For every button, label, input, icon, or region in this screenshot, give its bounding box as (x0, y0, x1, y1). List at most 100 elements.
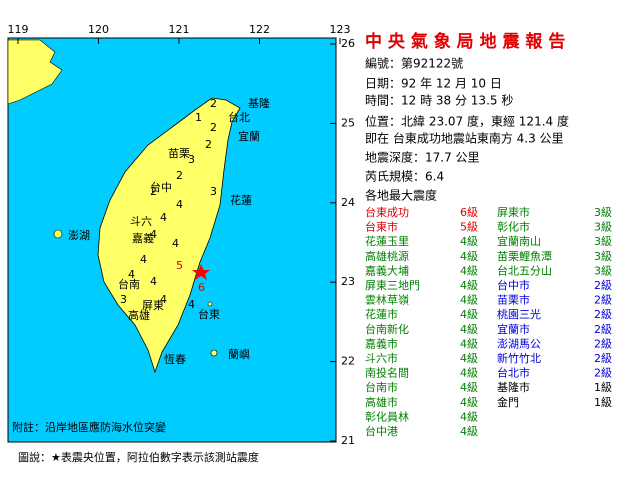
lon-tick-label: 121 (169, 23, 190, 36)
station-name: 澎湖馬公 (497, 337, 541, 350)
place-label: 恆春 (164, 352, 186, 366)
taiwan-island (97, 97, 241, 374)
station-name: 嘉義市 (365, 336, 398, 350)
station-name: 台中港 (365, 424, 398, 438)
station-name: 彰化市 (497, 220, 530, 234)
station-intensity: 4 (150, 275, 157, 288)
report-line: 時間：12 時 38 分 13.5 秒 (365, 94, 513, 108)
lon-tick-label: 120 (88, 23, 109, 36)
station-intensity: 5 (176, 259, 183, 272)
report-line: 即在 台東成功地震站東南方 4.3 公里 (365, 131, 564, 146)
place-label: 屏東 (142, 299, 164, 312)
station-level: 4級 (460, 294, 478, 307)
station-level: 3級 (594, 206, 612, 219)
report-line: 地震深度：17.7 公里 (365, 150, 480, 165)
station-intensity: 4 (140, 253, 147, 266)
station-name: 彰化員林 (365, 409, 409, 423)
station-intensity: 3 (188, 153, 195, 166)
station-level: 4級 (460, 337, 478, 350)
station-intensity: 4 (176, 198, 183, 211)
station-name: 台南市 (365, 380, 398, 394)
penghu-island (53, 229, 63, 239)
station-level: 5級 (460, 221, 478, 234)
lon-tick-label: 119 (8, 23, 29, 36)
station-level: 3級 (594, 221, 612, 234)
station-intensity: 4 (172, 237, 179, 250)
station-level: 4級 (460, 396, 478, 409)
station-name: 嘉義大埔 (365, 263, 409, 277)
place-label: 基隆 (248, 96, 270, 110)
station-intensity: 4 (188, 298, 195, 311)
station-name: 台東成功 (365, 205, 409, 219)
lat-tick-label: 23 (341, 275, 355, 288)
station-level: 4級 (460, 410, 478, 423)
station-name: 高雄桃源 (365, 249, 409, 263)
station-level: 1級 (594, 396, 612, 409)
station-intensity: 2 (205, 138, 212, 151)
station-level: 2級 (594, 367, 612, 380)
lat-tick-label: 25 (341, 116, 355, 129)
station-level: 2級 (594, 279, 612, 292)
report-line: 日期：92 年 12 月 10 日 (365, 77, 502, 91)
lanyu-island (210, 349, 218, 357)
station-intensity: 2 (176, 169, 183, 182)
station-name: 屏東市 (497, 205, 530, 219)
lon-tick-label: 122 (249, 23, 270, 36)
station-name: 高雄市 (365, 395, 398, 409)
station-level: 1級 (594, 381, 612, 394)
station-name: 桃園三光 (497, 307, 541, 321)
place-label: 澎湖 (68, 229, 90, 242)
station-intensity: 3 (120, 293, 127, 306)
lat-tick-label: 26 (341, 37, 355, 50)
place-label: 宜蘭 (238, 129, 260, 143)
station-name: 宜蘭市 (497, 322, 530, 336)
lon-tick-label: 123 (330, 23, 351, 36)
place-label: 苗栗 (168, 147, 190, 160)
station-intensity: 4 (150, 228, 157, 241)
station-name: 花蓮市 (365, 307, 398, 321)
lat-tick-label: 22 (341, 355, 355, 368)
report-line: 芮氏規模：6.4 (365, 169, 444, 184)
station-name: 苗栗鯉魚潭 (497, 249, 552, 263)
station-name: 金門 (497, 395, 519, 409)
place-label: 台北 (228, 110, 250, 124)
report-line: 編號：第92122號 (365, 56, 463, 71)
station-intensity: 3 (210, 185, 217, 198)
place-label: 台南 (118, 277, 140, 291)
station-intensity: 2 (210, 121, 217, 134)
station-intensity: 6 (198, 281, 205, 294)
station-name: 台中市 (497, 278, 530, 292)
station-intensity: 1 (195, 111, 202, 124)
report-title: 中 央 氣 象 局 地 震 報 告 (365, 31, 565, 52)
station-intensity: 4 (128, 268, 135, 281)
station-name: 南投名間 (365, 366, 409, 380)
place-label: 台東 (198, 307, 220, 321)
station-intensity: 4 (160, 211, 167, 224)
place-label: 高雄 (128, 308, 150, 322)
legend-note: 圖說：★表震央位置，阿拉伯數字表示該測站震度 (18, 450, 259, 464)
intensity-heading: 各地最大震度 (365, 188, 437, 203)
mainland-coast (7, 39, 63, 105)
station-level: 4級 (460, 235, 478, 248)
lat-tick-label: 21 (341, 434, 355, 447)
place-label: 台中 (150, 180, 172, 194)
green-island (207, 301, 213, 307)
place-label: 花蓮 (230, 193, 252, 207)
station-level: 4級 (460, 250, 478, 263)
station-name: 雲林草嶺 (365, 293, 409, 307)
place-label: 斗六 (130, 215, 152, 228)
station-name: 花蓮玉里 (365, 234, 409, 248)
station-name: 台東市 (365, 220, 398, 234)
station-intensity: 2 (150, 185, 157, 198)
map-note: 附註：沿岸地區應防海水位突變 (12, 420, 166, 434)
station-level: 4級 (460, 279, 478, 292)
place-label: 嘉義 (132, 231, 154, 245)
report-line: 位置：北緯 23.07 度，東經 121.4 度 (365, 114, 569, 129)
station-name: 台北市 (497, 366, 530, 380)
station-level: 4級 (460, 367, 478, 380)
station-level: 2級 (594, 337, 612, 350)
station-level: 2級 (594, 323, 612, 336)
station-intensity: 4 (160, 293, 167, 306)
station-level: 2級 (594, 352, 612, 365)
